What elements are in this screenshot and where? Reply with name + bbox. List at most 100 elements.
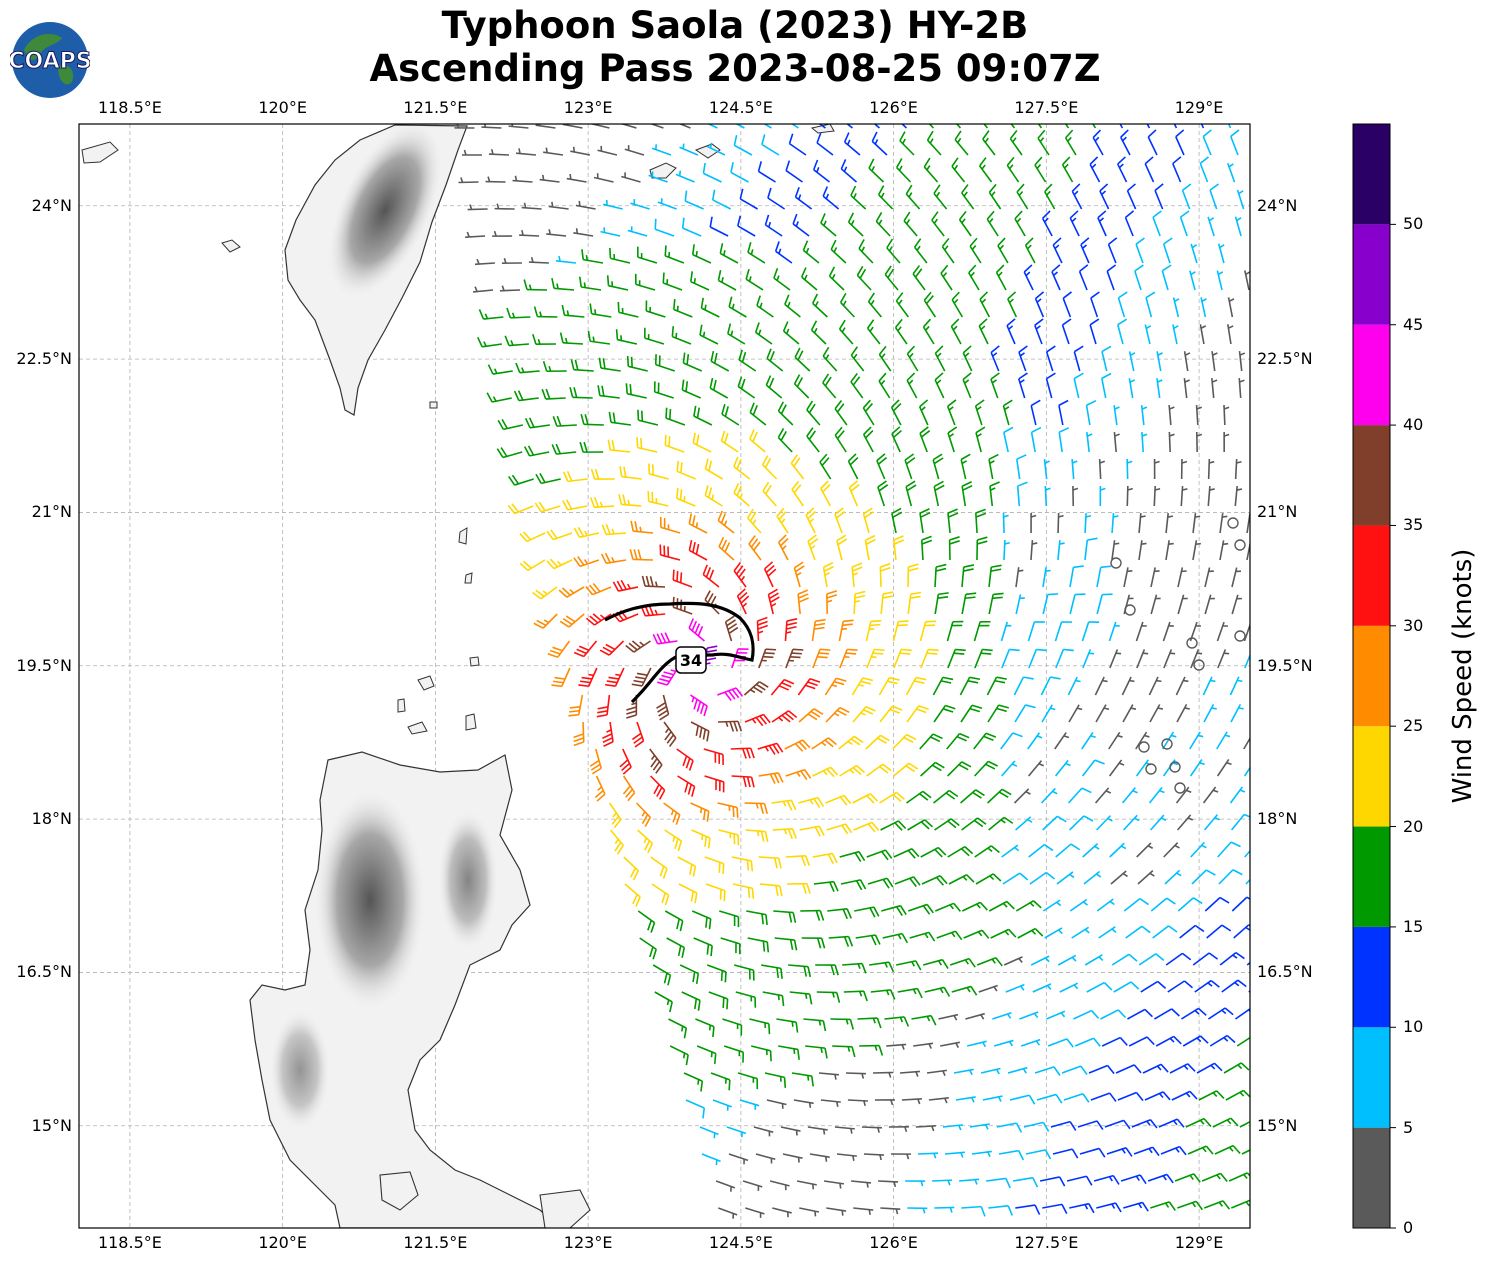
wind-barb <box>1055 843 1081 858</box>
wind-barb <box>1034 291 1045 318</box>
wind-barb <box>1061 318 1072 345</box>
wind-barb <box>756 616 768 642</box>
wind-barb <box>1054 621 1073 642</box>
wind-barb <box>612 579 639 592</box>
wind-barb <box>950 318 962 345</box>
wind-barb <box>1062 291 1072 318</box>
wind-barb <box>653 381 674 399</box>
wind-barb <box>1003 956 1023 966</box>
wind-barb <box>942 1124 963 1131</box>
wind-barb <box>893 762 919 777</box>
wind-barb <box>1121 787 1138 804</box>
wind-barb <box>819 453 832 480</box>
wind-barb <box>880 820 907 831</box>
wind-barb <box>637 910 656 933</box>
wind-barb <box>1211 351 1218 372</box>
wind-barb <box>1217 243 1225 264</box>
wind-barb <box>933 480 945 507</box>
wind-barb <box>1172 156 1182 183</box>
wind-barb <box>676 487 696 507</box>
wind-barb <box>1176 704 1190 723</box>
svg-text:COAPS: COAPS <box>10 49 90 74</box>
wind-barb <box>758 772 784 784</box>
wind-barb <box>1037 124 1043 129</box>
wind-barb <box>1092 124 1097 129</box>
wind-barb <box>932 676 954 696</box>
wind-barb <box>1028 648 1047 669</box>
wind-barb <box>1155 1035 1182 1047</box>
wind-barb <box>979 291 991 318</box>
wind-barb <box>672 569 693 588</box>
wind-barb <box>706 124 718 129</box>
wind-barb <box>1183 378 1190 399</box>
wind-barb <box>1117 318 1128 345</box>
wind-barb <box>1003 539 1010 561</box>
wind-barb <box>771 710 798 723</box>
wind-barb <box>551 277 575 291</box>
wind-barb <box>1244 849 1250 858</box>
wind-barb <box>1006 318 1016 345</box>
wind-barb <box>699 324 719 345</box>
wind-barb <box>513 390 539 402</box>
lon-tick-label-bottom: 129°E <box>1174 1233 1224 1252</box>
wind-barb <box>1126 485 1133 507</box>
lon-tick-label-top: 118.5°E <box>97 98 162 117</box>
wind-barb <box>688 618 705 642</box>
wind-barb <box>1042 567 1051 588</box>
wind-barb <box>993 1039 1014 1047</box>
wind-barb <box>918 399 929 426</box>
wind-barb <box>847 1099 868 1107</box>
wind-barb <box>720 937 741 955</box>
wind-barb <box>782 1153 803 1163</box>
wind-barb <box>773 910 797 923</box>
wind-barb <box>1204 1200 1231 1210</box>
wind-barb <box>569 387 593 399</box>
wind-barb <box>948 874 975 885</box>
wind-barb <box>803 1018 827 1032</box>
wind-barb <box>477 337 503 348</box>
wind-barb <box>458 177 479 184</box>
wind-barb <box>911 1014 937 1026</box>
wind-barb <box>1010 124 1016 129</box>
wind-barb <box>979 157 993 183</box>
wind-barb <box>1231 567 1242 588</box>
lanyu-island <box>429 401 438 409</box>
wind-barb <box>1190 841 1207 858</box>
wind-barb <box>948 536 960 561</box>
wind-barb <box>726 1126 747 1138</box>
wind-barb <box>673 299 693 318</box>
colorbar-tick-label: 5 <box>1403 1117 1414 1137</box>
wind-barb <box>1141 431 1148 453</box>
wind-barb <box>1219 951 1245 966</box>
wind-barb <box>924 986 951 997</box>
wind-barb <box>1216 621 1228 642</box>
wind-barb <box>915 1125 936 1132</box>
wind-barb <box>920 648 939 669</box>
wind-barb <box>1202 129 1212 156</box>
wind-barb <box>645 300 666 318</box>
wind-barb <box>1238 351 1246 372</box>
wind-barb <box>988 183 1002 210</box>
wind-barb <box>641 575 666 588</box>
wind-barb <box>955 1096 976 1103</box>
wind-barb <box>784 618 798 642</box>
wind-barb <box>850 185 867 210</box>
wind-barb <box>1163 842 1180 858</box>
wind-barb <box>562 499 588 511</box>
wind-barb <box>1150 594 1161 615</box>
wind-barb <box>928 124 935 129</box>
wind-barb <box>705 883 726 902</box>
wind-barb <box>820 480 831 507</box>
wind-barb <box>928 1097 949 1104</box>
wind-barb <box>535 472 561 485</box>
wind-barb <box>895 158 912 183</box>
wind-barb <box>840 879 867 891</box>
wind-barb <box>1216 270 1224 291</box>
wind-barb <box>1067 787 1092 804</box>
calm-wind-marker <box>1169 761 1181 773</box>
wind-barb <box>822 186 840 210</box>
wind-barb <box>629 549 653 561</box>
wind-barb <box>1097 210 1107 237</box>
wind-barb <box>1209 183 1220 210</box>
wind-barb <box>561 304 585 318</box>
